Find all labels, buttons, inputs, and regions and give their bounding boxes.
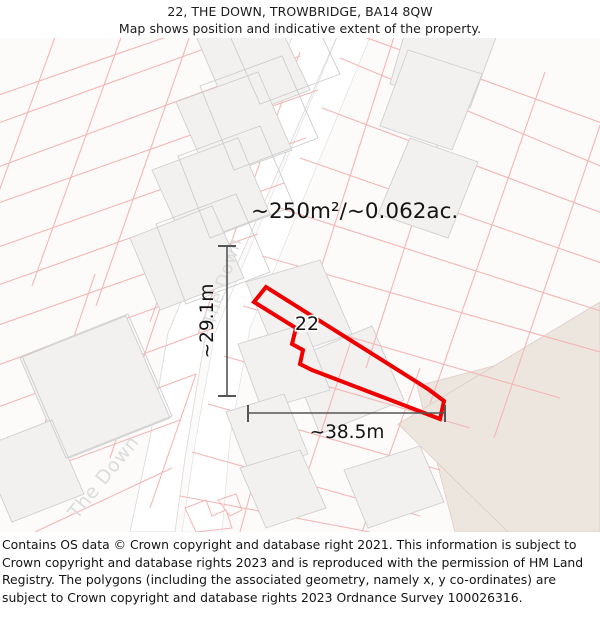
page-title: 22, THE DOWN, TROWBRIDGE, BA14 8QW bbox=[167, 4, 433, 19]
dimension-vertical: ~29.1m bbox=[197, 245, 236, 397]
road-corridor bbox=[129, 38, 371, 532]
building-outlines-grey bbox=[21, 38, 341, 459]
map-canvas[interactable]: 22 ~250m²/~0.062ac. The Down The Down ~2… bbox=[0, 38, 600, 532]
map-attribution: Contains OS data © Crown copyright and d… bbox=[0, 532, 600, 625]
plot-number-label: 22 bbox=[295, 313, 319, 335]
dimension-vertical-label: ~29.1m bbox=[197, 284, 218, 359]
map-header: 22, THE DOWN, TROWBRIDGE, BA14 8QW Map s… bbox=[0, 0, 600, 38]
page-subtitle: Map shows position and indicative extent… bbox=[118, 21, 482, 36]
property-boundary-polygon[interactable] bbox=[251, 284, 447, 422]
building-footprints-northwest bbox=[0, 38, 405, 523]
dimension-horizontal: ~38.5m bbox=[247, 405, 446, 443]
area-label: ~250m²/~0.062ac. bbox=[251, 199, 458, 224]
open-land-parcel bbox=[397, 301, 600, 532]
small-structures bbox=[184, 493, 243, 532]
attribution-text: Contains OS data © Crown copyright and d… bbox=[2, 537, 584, 605]
dimension-horizontal-label: ~38.5m bbox=[310, 422, 385, 443]
map-vector-layer[interactable]: 22 ~250m²/~0.062ac. The Down The Down ~2… bbox=[0, 38, 600, 532]
